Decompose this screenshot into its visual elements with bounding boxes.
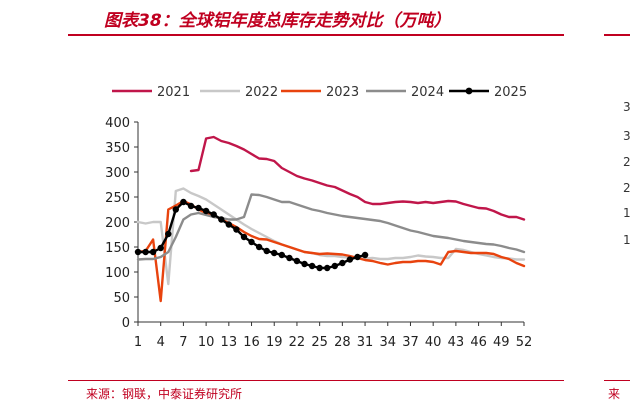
x-tick-label: 13 [221,335,238,350]
series-point-2025 [157,244,164,252]
series-point-2025 [165,230,172,238]
partial-tick-label: 2 [623,155,630,169]
y-tick-label: 300 [105,166,130,181]
x-tick-label: 31 [357,335,374,350]
legend-label-2025: 2025 [494,85,527,100]
y-tick-label: 0 [122,316,130,331]
x-tick-label: 46 [470,335,487,350]
x-tick-label: 19 [266,335,283,350]
series-point-2025 [225,221,232,228]
series-point-2025 [263,247,270,255]
plot-area [134,135,526,303]
series-point-2025 [172,206,179,213]
series-point-2025 [180,198,187,206]
x-tick-label: 52 [516,335,533,350]
x-tick-label: 49 [493,335,510,350]
legend-label-2024: 2024 [411,85,444,100]
series-point-2025 [233,226,240,233]
x-tick-label: 37 [402,335,419,350]
x-tick-label: 10 [198,335,215,350]
x-tick-label: 7 [179,335,187,350]
x-tick-label: 28 [334,335,351,350]
partial-tick-label: 3 [623,129,630,143]
next-figure-source-note: 来 [608,387,621,401]
series-point-2025 [339,259,346,267]
series-point-2025 [301,260,308,268]
x-tick-label: 4 [157,335,165,350]
series-line-2022 [136,187,526,286]
series-point-2025 [218,216,225,223]
legend-label-2021: 2021 [157,85,190,100]
y-tick-label: 100 [105,266,130,281]
partial-tick-label: 1 [623,206,630,220]
legend: 2021 2022 2023 2024 2025 [112,85,527,100]
y-tick-label: 200 [105,216,130,231]
figure-title: 图表38：全球铝年度总库存走势对比（万吨） [104,11,451,31]
partial-tick-label: 3 [623,100,630,114]
series-point-2025 [278,251,285,259]
axes: 0 50 100 150 200 250 300 350 400 1 4 7 10 13 16 19 22 25 2… [105,116,532,350]
partial-tick-label: 2 [623,181,630,195]
series-point-2025 [286,254,293,262]
series-point-2025 [248,238,255,246]
y-tick-label: 150 [105,241,130,256]
series-point-2025 [271,249,278,257]
x-tick-label: 34 [379,335,396,350]
title-rule [68,34,564,36]
x-tick-label: 43 [448,335,465,350]
series-line-2021 [189,135,526,221]
next-figure-source-rule [604,380,630,381]
x-tick-label: 40 [425,335,442,350]
series-point-2025 [361,251,369,259]
legend-marker-2025 [465,87,473,95]
legend-label-2023: 2023 [326,85,359,100]
series-point-2025 [134,248,142,256]
x-tick-label: 16 [243,335,260,350]
series-point-2025 [324,264,331,272]
series-line-2024 [136,193,526,261]
x-tick-label: 25 [311,335,328,350]
series-point-2025 [195,204,202,212]
series-point-2025 [255,243,263,251]
series-point-2025 [293,257,301,265]
series-point-2025 [346,256,354,263]
y-tick-label: 400 [105,116,130,131]
series-point-2025 [316,264,323,272]
series-point-2025 [142,248,149,256]
series-point-2025 [210,211,217,218]
x-tick-label: 1 [134,335,142,350]
partial-tick-label: 1 [623,233,630,247]
series-line-2023 [136,199,526,303]
y-tick-label: 250 [105,191,130,206]
next-figure-title-rule [604,34,630,36]
series-point-2025 [308,262,316,270]
source-note: 来源：钢联，中泰证券研究所 [86,387,243,401]
series-point-2025 [202,207,210,215]
y-tick-label: 50 [113,291,130,306]
series-point-2025 [354,253,361,261]
series-point-2025 [331,262,338,270]
y-tick-label: 350 [105,141,130,156]
series-point-2025 [149,248,157,256]
series-point-2025 [187,202,195,210]
source-rule [68,380,564,381]
x-tick-label: 22 [289,335,306,350]
series-point-2025 [240,233,248,241]
legend-label-2022: 2022 [245,85,278,100]
